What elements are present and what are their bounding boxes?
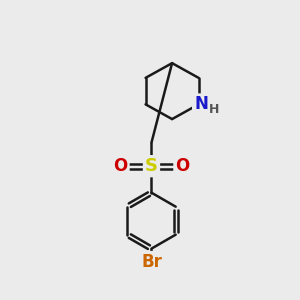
Text: H: H (209, 103, 219, 116)
Text: O: O (113, 157, 128, 175)
Text: N: N (194, 95, 208, 113)
Text: O: O (175, 157, 190, 175)
Text: S: S (145, 157, 158, 175)
Text: Br: Br (141, 253, 162, 271)
